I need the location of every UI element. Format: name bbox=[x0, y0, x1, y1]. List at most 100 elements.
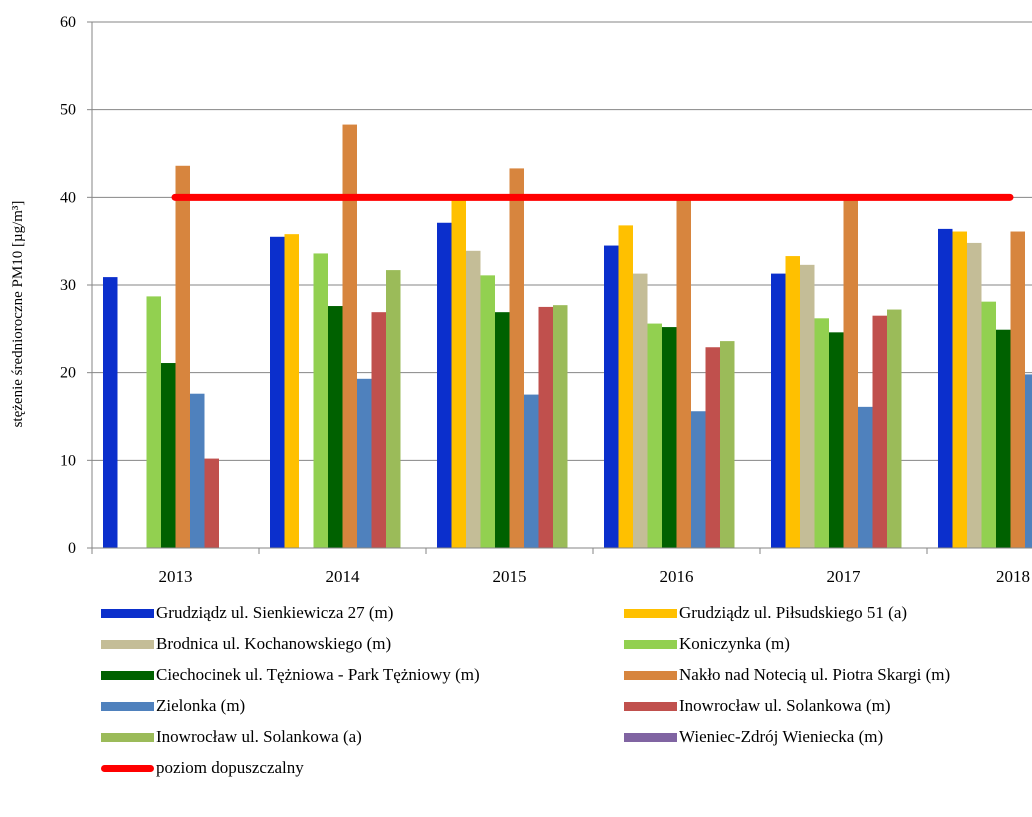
legend-swatch bbox=[101, 639, 154, 649]
legend-swatch bbox=[624, 732, 677, 742]
bar bbox=[146, 296, 161, 548]
bar bbox=[843, 197, 858, 549]
legend-item: Nakło nad Notecią ul. Piotra Skargi (m) bbox=[624, 664, 950, 686]
legend-label: Grudziądz ul. Piłsudskiego 51 (a) bbox=[679, 603, 908, 622]
y-tick-label: 50 bbox=[60, 102, 76, 119]
bar bbox=[161, 363, 176, 548]
legend-swatch bbox=[101, 732, 154, 742]
bar bbox=[509, 168, 524, 549]
y-tick-label: 20 bbox=[60, 365, 76, 382]
bar bbox=[357, 378, 372, 548]
x-tick-label: 2018 bbox=[996, 567, 1030, 586]
legend-swatch bbox=[101, 608, 154, 618]
legend-label: Inowrocław ul. Solankowa (a) bbox=[156, 727, 362, 746]
bar bbox=[386, 270, 401, 548]
y-tick-label: 40 bbox=[60, 189, 76, 206]
bar bbox=[814, 318, 829, 548]
legend-item: Wieniec-Zdrój Wieniecka (m) bbox=[624, 726, 883, 748]
legend-swatch bbox=[624, 639, 677, 649]
bar bbox=[342, 124, 357, 548]
bar bbox=[495, 312, 510, 548]
bar bbox=[103, 277, 118, 548]
bar bbox=[938, 228, 953, 549]
y-tick-labels: 0 10 20 30 40 50 60 bbox=[60, 14, 76, 557]
bar bbox=[996, 329, 1011, 548]
x-tick-label: 2013 bbox=[159, 567, 193, 586]
legend-label: Koniczynka (m) bbox=[679, 634, 790, 653]
bar bbox=[538, 306, 553, 548]
bar bbox=[618, 225, 633, 549]
y-tick-label: 0 bbox=[68, 540, 76, 557]
pm10-chart: 0 10 20 30 40 50 60 2013 2014 2015 2016 2017 2018 s… bbox=[10, 14, 1032, 586]
legend-label: Inowrocław ul. Solankowa (m) bbox=[679, 696, 891, 715]
bar bbox=[451, 197, 466, 549]
x-tick-label: 2017 bbox=[827, 567, 862, 586]
bar bbox=[371, 312, 386, 548]
legend-label: Wieniec-Zdrój Wieniecka (m) bbox=[679, 727, 884, 746]
legend-line-swatch bbox=[101, 764, 154, 772]
bar bbox=[604, 245, 619, 549]
bar bbox=[705, 347, 720, 548]
bar bbox=[800, 264, 815, 548]
bar bbox=[872, 315, 887, 548]
bar bbox=[284, 234, 299, 549]
bar bbox=[313, 253, 328, 548]
x-tick-label: 2015 bbox=[493, 567, 527, 586]
bars bbox=[103, 124, 1032, 549]
legend-item: Brodnica ul. Kochanowskiego (m) bbox=[101, 633, 391, 655]
legend-item: Grudziądz ul. Piłsudskiego 51 (a) bbox=[624, 602, 907, 624]
bar bbox=[720, 341, 735, 548]
bar bbox=[952, 231, 967, 549]
legend-label: poziom dopuszczalny bbox=[156, 758, 304, 777]
legend-label: Brodnica ul. Kochanowskiego (m) bbox=[156, 634, 392, 653]
legend-label: Ciechocinek ul. Tężniowa - Park Tężniowy… bbox=[156, 665, 480, 684]
bar bbox=[662, 327, 677, 548]
legend-label: Grudziądz ul. Sienkiewicza 27 (m) bbox=[156, 603, 394, 622]
legend-label: Zielonka (m) bbox=[156, 696, 246, 715]
y-tick-label: 60 bbox=[60, 14, 76, 31]
legend-swatch bbox=[624, 701, 677, 711]
legend-swatch bbox=[101, 670, 154, 680]
bar bbox=[204, 458, 219, 548]
bar bbox=[1010, 231, 1025, 549]
y-tick-label: 30 bbox=[60, 277, 76, 294]
x-tick-label: 2016 bbox=[660, 567, 694, 586]
bar bbox=[270, 236, 285, 549]
legend-swatch bbox=[101, 701, 154, 711]
x-tick-labels: 2013 2014 2015 2016 2017 2018 bbox=[159, 567, 1031, 586]
legend-item: Grudziądz ul. Sienkiewicza 27 (m) bbox=[101, 602, 393, 624]
bar bbox=[190, 393, 205, 548]
bar bbox=[691, 411, 706, 548]
legend-label: Nakło nad Notecią ul. Piotra Skargi (m) bbox=[679, 665, 951, 684]
bar bbox=[829, 332, 844, 548]
legend: Grudziądz ul. Sienkiewicza 27 (m) Grudzią… bbox=[0, 597, 1032, 817]
bar bbox=[785, 256, 800, 548]
bar bbox=[480, 275, 495, 548]
bar bbox=[858, 406, 873, 548]
legend-item: Inowrocław ul. Solankowa (m) bbox=[624, 695, 891, 717]
y-axis-label: stężenie średnioroczne PM10 [µg/m³] bbox=[10, 201, 26, 428]
bar bbox=[175, 165, 190, 549]
legend-item-threshold: poziom dopuszczalny bbox=[101, 757, 304, 779]
bar bbox=[524, 394, 539, 548]
bar bbox=[328, 306, 343, 548]
bar bbox=[633, 273, 648, 548]
bar bbox=[437, 222, 452, 549]
legend-swatch bbox=[624, 608, 677, 618]
x-tick-label: 2014 bbox=[326, 567, 361, 586]
bar bbox=[981, 301, 996, 548]
legend-item: Koniczynka (m) bbox=[624, 633, 790, 655]
y-tick-label: 10 bbox=[60, 452, 76, 469]
bar bbox=[771, 273, 786, 548]
bar bbox=[466, 250, 481, 548]
legend-swatch bbox=[624, 670, 677, 680]
axes bbox=[91, 22, 1032, 554]
bar bbox=[647, 323, 662, 548]
legend-item: Zielonka (m) bbox=[101, 695, 245, 717]
legend-item: Inowrocław ul. Solankowa (a) bbox=[101, 726, 362, 748]
bar bbox=[887, 309, 902, 548]
bar bbox=[1025, 374, 1032, 548]
legend-item: Ciechocinek ul. Tężniowa - Park Tężniowy… bbox=[101, 664, 480, 686]
bar bbox=[967, 242, 982, 549]
bar bbox=[676, 198, 691, 548]
